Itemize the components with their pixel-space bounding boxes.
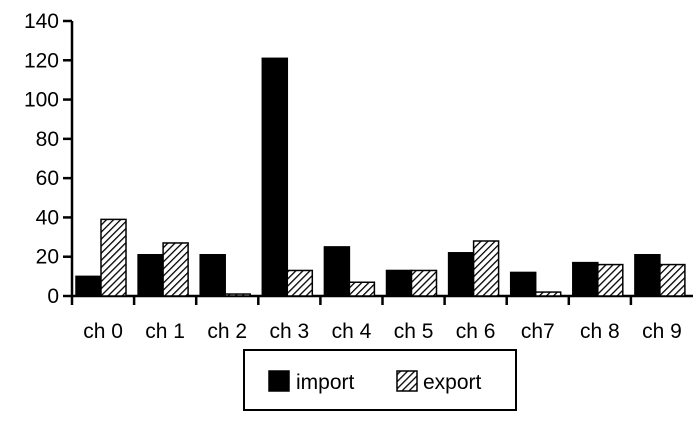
y-tick-label: 20 (36, 246, 59, 269)
x-category-label: ch 3 (269, 320, 309, 343)
bar-export-ch2 (224, 293, 251, 297)
x-category-label: ch 1 (145, 320, 185, 343)
y-tick-label: 60 (36, 167, 59, 190)
bar-export-ch6 (472, 240, 500, 297)
y-tick-label: 140 (24, 10, 59, 33)
bars (75, 57, 686, 297)
x-category-label: ch 0 (83, 320, 123, 343)
legend-label-export: export (423, 371, 482, 394)
bar-import-ch4 (323, 246, 351, 297)
legend-swatch-export (396, 370, 418, 392)
bar-export-ch7 (534, 291, 562, 297)
bar-export-ch9 (659, 263, 686, 297)
bar-export-ch1 (162, 242, 189, 297)
bar-import-ch2 (199, 254, 226, 297)
bar-export-ch5 (410, 269, 438, 297)
legend-swatch-import (268, 370, 290, 392)
y-tick-label: 0 (47, 285, 59, 308)
bar-import-ch7 (509, 271, 537, 297)
bar-export-ch4 (348, 281, 376, 297)
x-category-label: ch 6 (456, 320, 496, 343)
bar-export-ch3 (286, 269, 314, 297)
y-tick-label: 120 (24, 49, 59, 72)
x-axis-labels: ch 0 ch 1 ch 2 ch 3 ch 4 ch 5 ch 6 ch7 ch 8 ch 9 (83, 320, 682, 343)
bar-import-ch0 (75, 275, 102, 297)
bar-import-ch3 (261, 57, 289, 297)
x-category-label: ch 9 (642, 320, 682, 343)
y-tick-label: 40 (36, 206, 59, 229)
bar-import-ch6 (447, 252, 475, 297)
bar-export-ch0 (100, 218, 127, 297)
x-category-label: ch 4 (332, 320, 372, 343)
bar-import-ch9 (634, 254, 661, 297)
x-category-label: ch 2 (207, 320, 247, 343)
bar-import-ch1 (137, 254, 164, 297)
bar-export-ch8 (597, 263, 624, 297)
legend-label-import: import (296, 371, 355, 394)
y-tick-label: 100 (24, 89, 59, 112)
x-category-label: ch 5 (394, 320, 434, 343)
y-tick-label: 80 (36, 128, 59, 151)
x-category-label: ch7 (521, 320, 555, 343)
legend: import export (243, 349, 517, 411)
bar-import-ch5 (385, 269, 413, 297)
x-category-label: ch 8 (580, 320, 620, 343)
bar-import-ch8 (572, 261, 599, 297)
